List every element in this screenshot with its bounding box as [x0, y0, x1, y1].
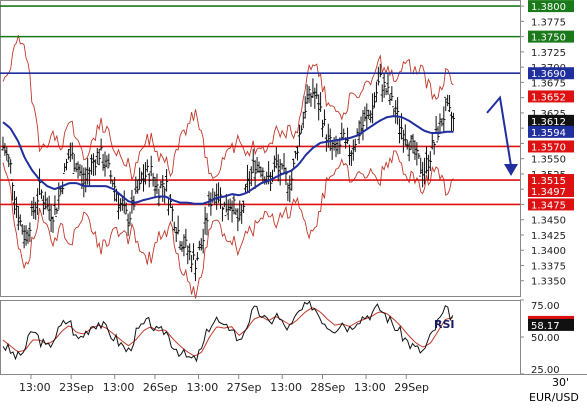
x-tick-label: 23Sep [59, 381, 94, 394]
level-label: 1.3475 [531, 200, 566, 211]
price-tick-label: 1.3400 [531, 246, 566, 257]
level-label: 1.3690 [531, 69, 566, 80]
rsi-tick-label: 75.00 [531, 301, 560, 312]
level-label-box [528, 67, 574, 80]
price-tick-label: 1.3725 [531, 48, 566, 59]
rsi-marker-label: 58.17 [531, 321, 560, 332]
level-label: 1.3515 [531, 176, 566, 187]
forecast-arrow-head [504, 163, 518, 176]
price-grid [0, 0, 521, 297]
price-tick-label: 1.3625 [531, 109, 566, 120]
x-tick-label: 29Sep [394, 381, 429, 394]
price-tick-label: 1.3450 [531, 216, 566, 227]
marker-label: 1.3594 [531, 128, 566, 139]
x-tick-label: 28Sep [310, 381, 345, 394]
price-tick-label: 1.3775 [531, 17, 566, 28]
level-label-box [528, 140, 574, 153]
marker-label: 1.3652 [531, 92, 566, 103]
forecast-arrow [486, 95, 518, 176]
level-label-box [528, 0, 574, 13]
level-label: 1.3800 [531, 2, 566, 13]
price-tick-label: 1.3375 [531, 261, 566, 272]
rsi-tick-label: 25.00 [531, 365, 560, 376]
forecast-arrow-line [486, 95, 512, 167]
x-tick-label: 13:00 [354, 381, 386, 394]
x-tick-label: 13:00 [187, 381, 219, 394]
support-resistance-levels [0, 5, 520, 206]
marker-label: 1.3612 [531, 117, 566, 128]
x-tick-label: 27Sep [227, 381, 262, 394]
level-label-box [528, 198, 574, 211]
marker-label-box [528, 90, 574, 103]
marker-label-box [528, 114, 574, 127]
marker-label-box [528, 185, 574, 198]
rsi-line [2, 300, 454, 363]
moving-average-line [2, 115, 454, 205]
rsi-tick-label: 50.00 [531, 333, 560, 344]
level-label: 1.3570 [531, 142, 566, 153]
level-label: 1.3750 [531, 33, 566, 44]
price-tick-label: 1.3550 [531, 155, 566, 166]
price-tick-label: 1.3350 [531, 277, 566, 288]
x-tick-label: 13:00 [103, 381, 135, 394]
price-panel-frame [0, 0, 521, 297]
level-labels: 1.3800 1.3750 1.3690 1.3570 1.3515 1.3475 [528, 0, 574, 211]
price-tick-label: 1.3675 [531, 78, 566, 89]
timeframe-label: 30' [552, 376, 569, 389]
moving-average [2, 115, 454, 205]
level-label-box [528, 174, 574, 187]
price-tick-label: 1.3425 [531, 231, 566, 242]
x-axis: 13:00 23Sep 13:00 26Sep 13:00 27Sep 13:00 28Sep… [0, 374, 587, 394]
bollinger-lower-band [2, 150, 454, 299]
marker-label: 1.3497 [531, 187, 566, 198]
symbol-label: EUR/USD [529, 391, 579, 404]
x-tick-label: 13:00 [19, 381, 51, 394]
bollinger-upper-band [2, 35, 454, 182]
x-tick-label: 26Sep [143, 381, 178, 394]
rsi-label: RSI [434, 318, 455, 331]
rsi-panel-frame [0, 300, 521, 375]
x-tick-label: 13:00 [270, 381, 302, 394]
bollinger-bands [2, 35, 454, 299]
level-label-box [528, 30, 574, 43]
marker-label-box [528, 125, 574, 138]
price-bars [1, 63, 456, 282]
rsi-marker-box [528, 318, 574, 331]
